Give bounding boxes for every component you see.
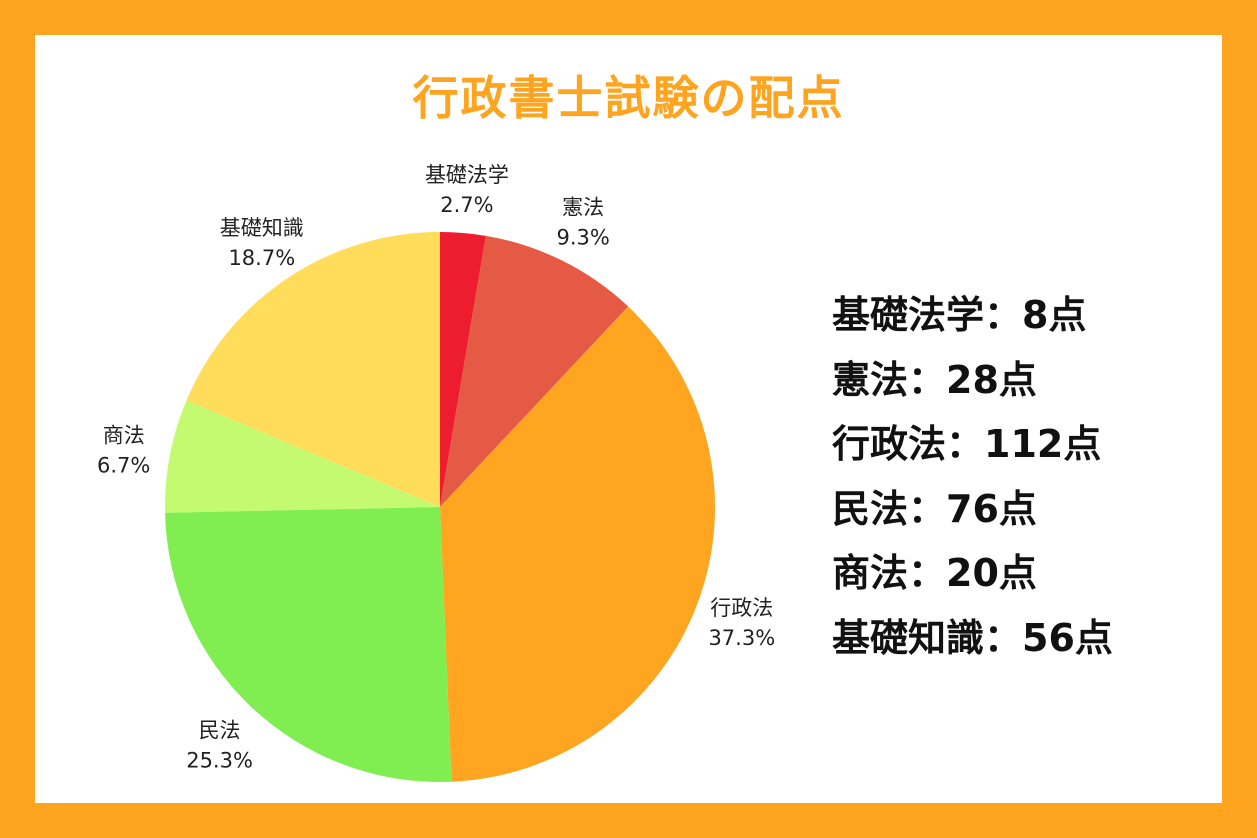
slice-name-label: 行政法 [710,596,773,620]
pie-slice-4 [165,400,440,513]
slice-name-label: 基礎知識 [220,216,304,240]
slice-percent-label: 18.7% [228,246,295,270]
legend-item: 民法：76点 [832,486,1037,531]
legend-item: 憲法：28点 [832,357,1037,402]
slice-name-label: 憲法 [562,196,604,220]
legend-item: 基礎法学：8点 [832,293,1087,337]
pie-slice-2 [440,306,715,782]
pie-slice-1 [440,235,629,508]
pie-slice-5 [186,231,440,507]
legend-item: 基礎知識：56点 [832,615,1113,660]
pie-slice-0 [440,232,486,507]
slice-percent-label: 37.3% [708,626,775,650]
pie-slice-3 [165,507,452,782]
slice-percent-label: 6.7% [97,454,150,478]
chart-title: 行政書士試験の配点 [412,71,845,125]
score-legend: 基礎法学：8点 憲法：28点 行政法：112点 民法：76点 商法：20点 基礎… [832,285,1113,672]
slice-name-label: 民法 [199,719,241,743]
legend-item: 商法：20点 [832,551,1037,595]
slice-name-label: 商法 [103,424,145,448]
legend-item: 行政法：112点 [832,422,1102,466]
slice-percent-label: 2.7% [440,193,493,217]
slice-percent-label: 25.3% [186,749,253,773]
slice-name-label: 基礎法学 [425,163,509,187]
slice-percent-label: 9.3% [556,226,609,250]
